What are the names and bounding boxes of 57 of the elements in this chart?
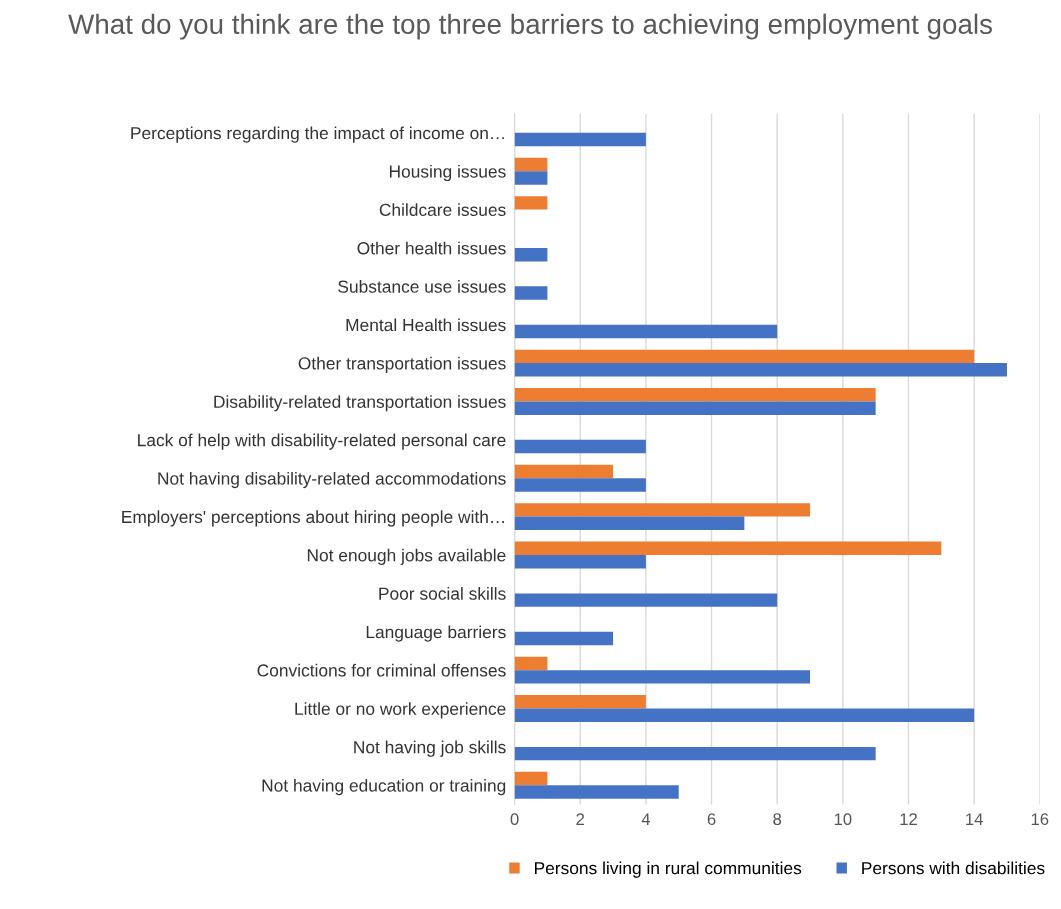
bar xyxy=(514,771,548,786)
y-tick-label: Employers' perceptions about hiring people with… xyxy=(122,510,504,527)
y-tick-label: Disability-related transportation issues xyxy=(214,395,506,412)
bar xyxy=(514,503,811,517)
bar xyxy=(514,695,646,709)
x-tick-label: 16 xyxy=(1031,813,1049,826)
bar xyxy=(514,388,876,402)
y-tick-label: Not having education or training xyxy=(262,778,506,796)
bar xyxy=(514,439,646,454)
bar xyxy=(514,196,548,210)
y-tick-label: Mental Health issues xyxy=(346,318,506,332)
y-tick-label: Not enough jobs available xyxy=(307,548,506,565)
bar xyxy=(514,478,646,492)
bar xyxy=(514,785,679,799)
legend-label: Persons with disabilities xyxy=(862,861,1045,875)
chart-title: What do you think are the top three barriers to achieving employment goals xyxy=(68,13,992,40)
x-tick-label: 0 xyxy=(510,813,519,826)
bar xyxy=(514,324,778,339)
y-tick-label: Convictions for criminal offenses xyxy=(257,663,506,677)
bar xyxy=(514,349,975,364)
x-tick-label: 12 xyxy=(900,813,917,825)
bar xyxy=(514,286,548,300)
bar xyxy=(514,708,975,722)
bar xyxy=(514,670,811,684)
bar xyxy=(514,363,1007,377)
y-tick-label: Lack of help with disability-related personal care xyxy=(138,433,506,450)
y-tick-label: Housing issues xyxy=(389,164,506,182)
bar xyxy=(514,746,876,761)
x-tick-label: 6 xyxy=(707,813,716,826)
bar xyxy=(514,401,876,415)
bar xyxy=(514,631,614,646)
bar xyxy=(514,656,548,671)
y-tick-label: Perceptions regarding the impact of income on… xyxy=(131,126,504,143)
x-tick-label: 14 xyxy=(966,813,983,825)
y-tick-label: Other transportation issues xyxy=(298,356,506,373)
y-tick-label: Other health issues xyxy=(357,241,506,255)
bar xyxy=(514,516,745,531)
bar xyxy=(514,593,778,607)
x-tick-label: 4 xyxy=(641,813,651,825)
x-tick-label: 2 xyxy=(576,813,585,825)
y-tick-label: Childcare issues xyxy=(379,203,506,217)
y-tick-label: Not having disability-related accommodations xyxy=(158,471,506,489)
bar xyxy=(514,464,614,479)
legend-label: Persons living in rural communities xyxy=(534,861,802,878)
x-tick-label: 10 xyxy=(834,813,852,826)
bar xyxy=(514,171,548,185)
bar xyxy=(514,541,942,555)
bar xyxy=(514,247,548,262)
x-tick-label: 8 xyxy=(773,813,782,826)
y-tick-label: Little or no work experience xyxy=(295,702,506,719)
bar xyxy=(514,555,646,569)
y-tick-label: Not having job skills xyxy=(354,740,506,757)
y-tick-label: Substance use issues xyxy=(338,280,506,293)
y-tick-label: Language barriers xyxy=(366,625,506,642)
y-tick-label: Poor social skills xyxy=(379,587,506,600)
bar xyxy=(514,132,646,147)
bar xyxy=(514,157,548,172)
